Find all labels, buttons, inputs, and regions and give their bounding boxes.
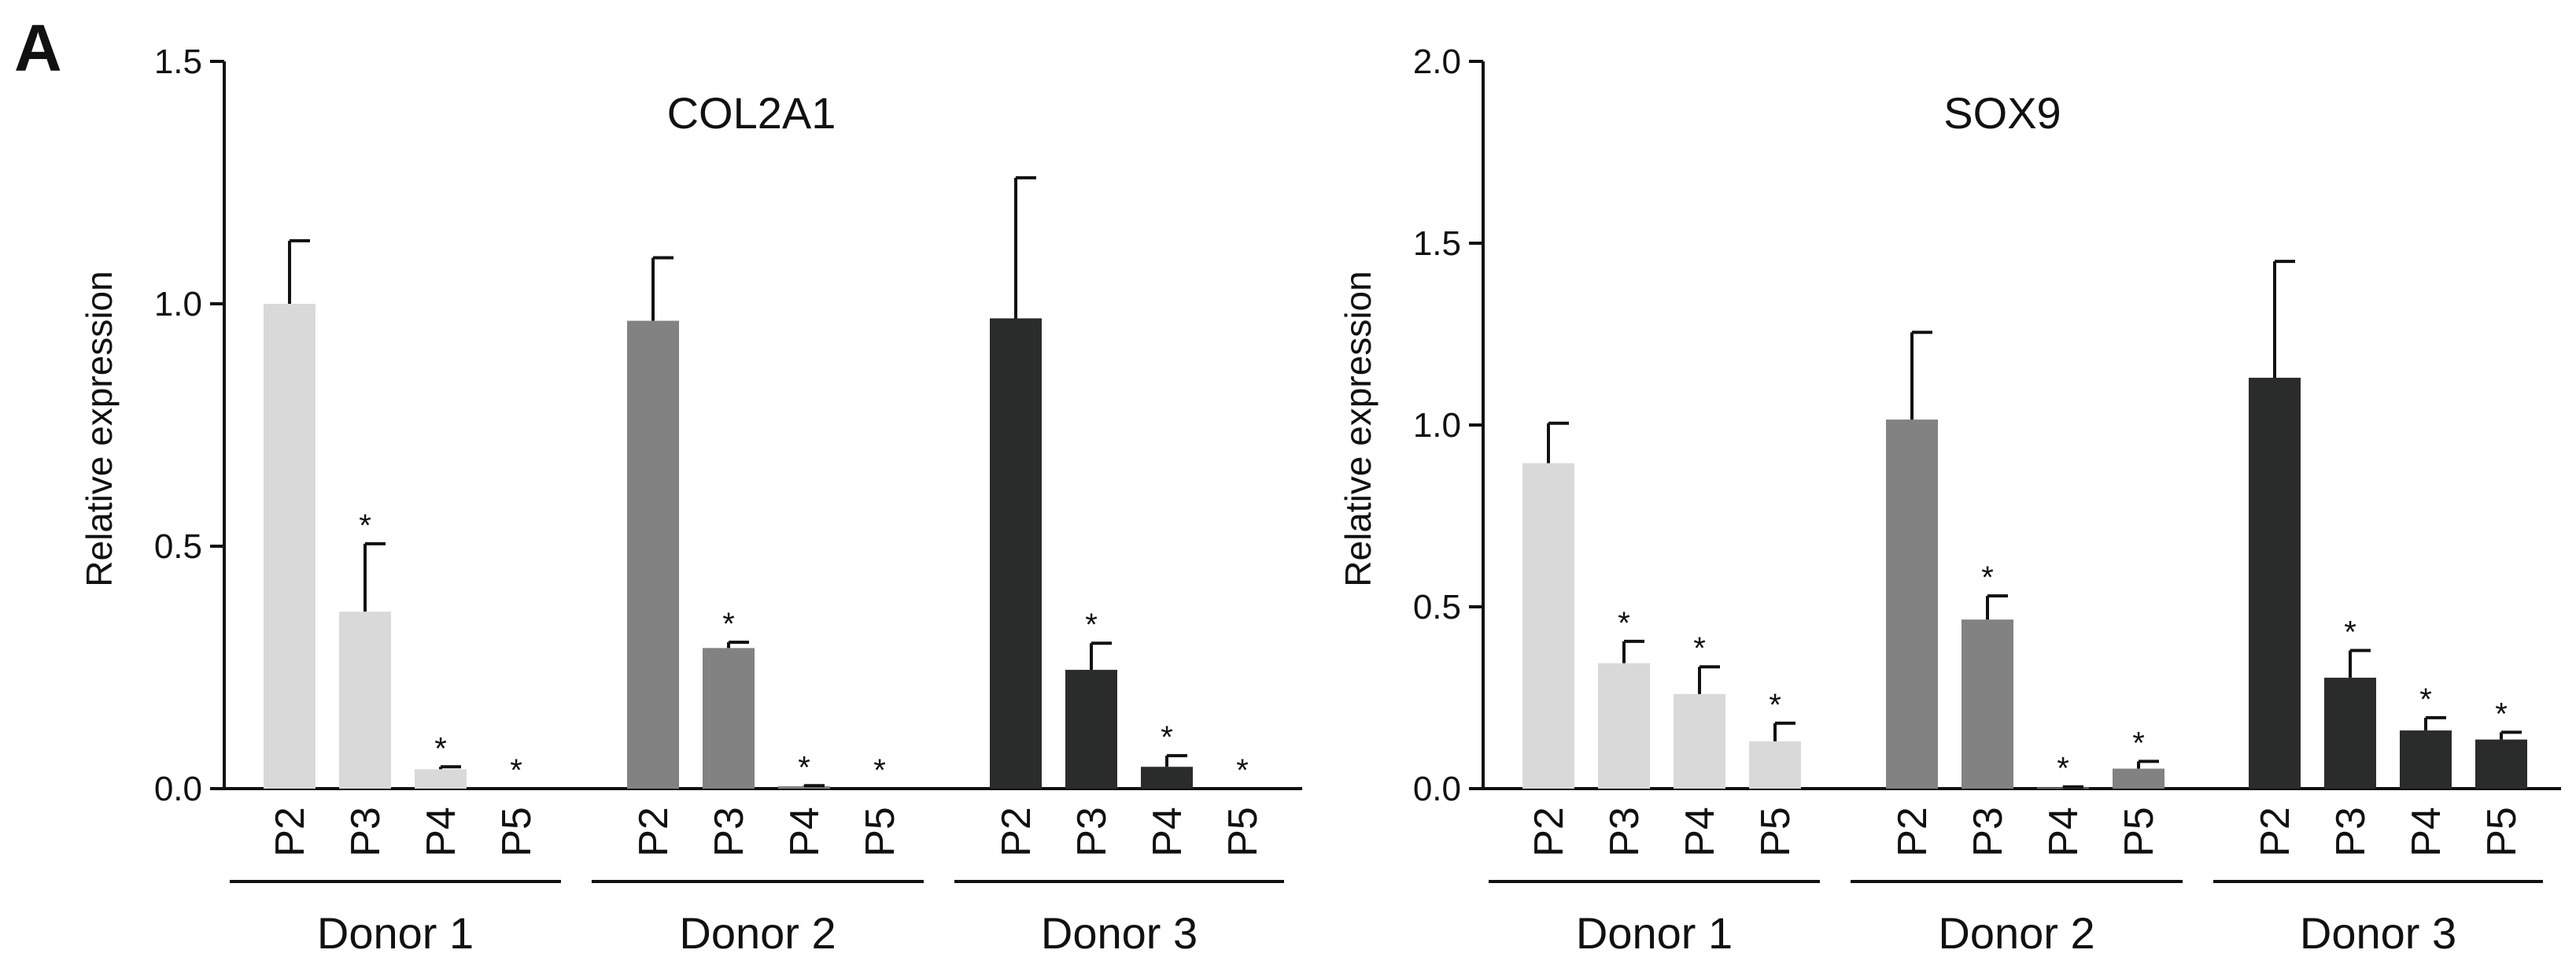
x-tick-label: P5 xyxy=(2117,807,2162,857)
x-tick-label: P2 xyxy=(2253,807,2298,857)
chart-title: COL2A1 xyxy=(667,88,836,138)
y-tick-label: 1.5 xyxy=(154,43,202,81)
y-tick-label: 0.0 xyxy=(1413,770,1461,808)
x-tick-label: P5 xyxy=(1220,807,1266,857)
y-axis-label: Relative expression xyxy=(1338,271,1378,586)
x-tick-label: P3 xyxy=(2328,807,2374,857)
y-axis-label: Relative expression xyxy=(79,271,120,586)
significance-marker: * xyxy=(798,750,810,785)
chart-sox9: SOX9 Relative expression 0.0 0.5 1.0 1.5 2.0… xyxy=(1338,43,2561,958)
chart-title: SOX9 xyxy=(1943,88,2061,138)
x-tick-label: P4 xyxy=(2404,807,2449,857)
bar-donor-1-p5 xyxy=(1749,741,1801,789)
bar-donor-2-p3 xyxy=(1962,619,2013,789)
x-tick-label: P2 xyxy=(631,807,677,857)
bar-donor-2-p2 xyxy=(1886,419,1938,789)
significance-marker: * xyxy=(1161,720,1173,755)
significance-marker: * xyxy=(1085,608,1098,642)
group-label: Donor 1 xyxy=(1576,908,1733,958)
x-tick-label: P4 xyxy=(419,807,464,857)
y-tick-label: 1.5 xyxy=(1413,224,1461,263)
plot-area: 0.0 0.5 1.0 1.5 P2 * P3 * P4 * P5 Donor 1 P2 * P3 * P4 * P… xyxy=(154,43,1302,958)
bar-donor-3-p3 xyxy=(2324,678,2376,789)
y-tick-label: 0.5 xyxy=(154,527,202,566)
bar-donor-3-p2 xyxy=(2249,377,2301,789)
significance-marker: * xyxy=(2132,726,2145,760)
x-tick-label: P2 xyxy=(1890,807,1936,857)
y-tick-label: 0.0 xyxy=(154,770,202,808)
significance-marker: * xyxy=(1769,688,1781,723)
bar-donor-2-p3 xyxy=(703,648,755,789)
bar-donor-1-p2 xyxy=(264,304,316,789)
y-tick-label: 1.0 xyxy=(154,285,202,323)
x-tick-label: P4 xyxy=(1677,807,1723,857)
significance-marker: * xyxy=(2495,697,2508,731)
bar-donor-3-p4 xyxy=(1141,767,1193,789)
significance-marker: * xyxy=(434,731,447,766)
bar-donor-1-p2 xyxy=(1522,463,1574,789)
x-tick-label: P2 xyxy=(268,807,313,857)
bar-donor-3-p2 xyxy=(990,318,1042,789)
x-tick-label: P4 xyxy=(2041,807,2087,857)
bar-donor-2-p2 xyxy=(627,320,679,789)
x-tick-label: P4 xyxy=(1145,807,1190,857)
x-tick-label: P2 xyxy=(994,807,1039,857)
bar-donor-1-p4 xyxy=(1674,693,1725,789)
y-tick-label: 2.0 xyxy=(1413,43,1461,81)
significance-marker: * xyxy=(2419,682,2432,717)
group-label: Donor 2 xyxy=(1938,908,2094,958)
significance-marker: * xyxy=(1618,606,1630,641)
x-tick-label: P3 xyxy=(343,807,389,857)
significance-marker: * xyxy=(2344,615,2356,649)
significance-marker: * xyxy=(722,607,735,641)
group-label: Donor 2 xyxy=(679,908,836,958)
group-label: Donor 1 xyxy=(317,908,474,958)
significance-marker: * xyxy=(1693,631,1706,666)
x-tick-label: P3 xyxy=(1069,807,1115,857)
significance-marker: * xyxy=(510,753,522,788)
bar-donor-3-p5 xyxy=(2475,739,2527,789)
bar-donor-2-p4 xyxy=(778,785,830,789)
significance-marker: * xyxy=(873,753,886,788)
group-label: Donor 3 xyxy=(2300,908,2456,958)
bar-donor-1-p4 xyxy=(415,769,467,789)
significance-marker: * xyxy=(1981,560,1994,595)
group-label: Donor 3 xyxy=(1041,908,1198,958)
bar-donor-3-p4 xyxy=(2400,730,2452,789)
significance-marker: * xyxy=(1236,753,1249,788)
x-tick-label: P2 xyxy=(1526,807,1572,857)
x-tick-label: P4 xyxy=(782,807,828,857)
y-tick-label: 0.5 xyxy=(1413,588,1461,626)
significance-marker: * xyxy=(359,508,371,543)
x-tick-label: P3 xyxy=(1602,807,1648,857)
chart-col2a1: COL2A1 Relative expression 0.0 0.5 1.0 1.5 P… xyxy=(79,43,1302,958)
x-tick-label: P5 xyxy=(2479,807,2525,857)
x-tick-label: P3 xyxy=(707,807,752,857)
x-tick-label: P5 xyxy=(858,807,903,857)
bar-donor-1-p3 xyxy=(339,612,391,789)
significance-marker: * xyxy=(2057,752,2069,786)
x-tick-label: P5 xyxy=(1753,807,1799,857)
bar-donor-1-p3 xyxy=(1598,663,1650,789)
x-tick-label: P5 xyxy=(494,807,540,857)
y-tick-label: 1.0 xyxy=(1413,406,1461,445)
panel-label: A xyxy=(14,11,62,85)
bar-donor-2-p5 xyxy=(2113,768,2165,789)
x-tick-label: P3 xyxy=(1965,807,2011,857)
plot-area: 0.0 0.5 1.0 1.5 2.0 P2 * P3 * P4 * P5 Donor 1 P2 * P3 * P… xyxy=(1413,43,2561,958)
bar-donor-3-p3 xyxy=(1065,670,1117,789)
